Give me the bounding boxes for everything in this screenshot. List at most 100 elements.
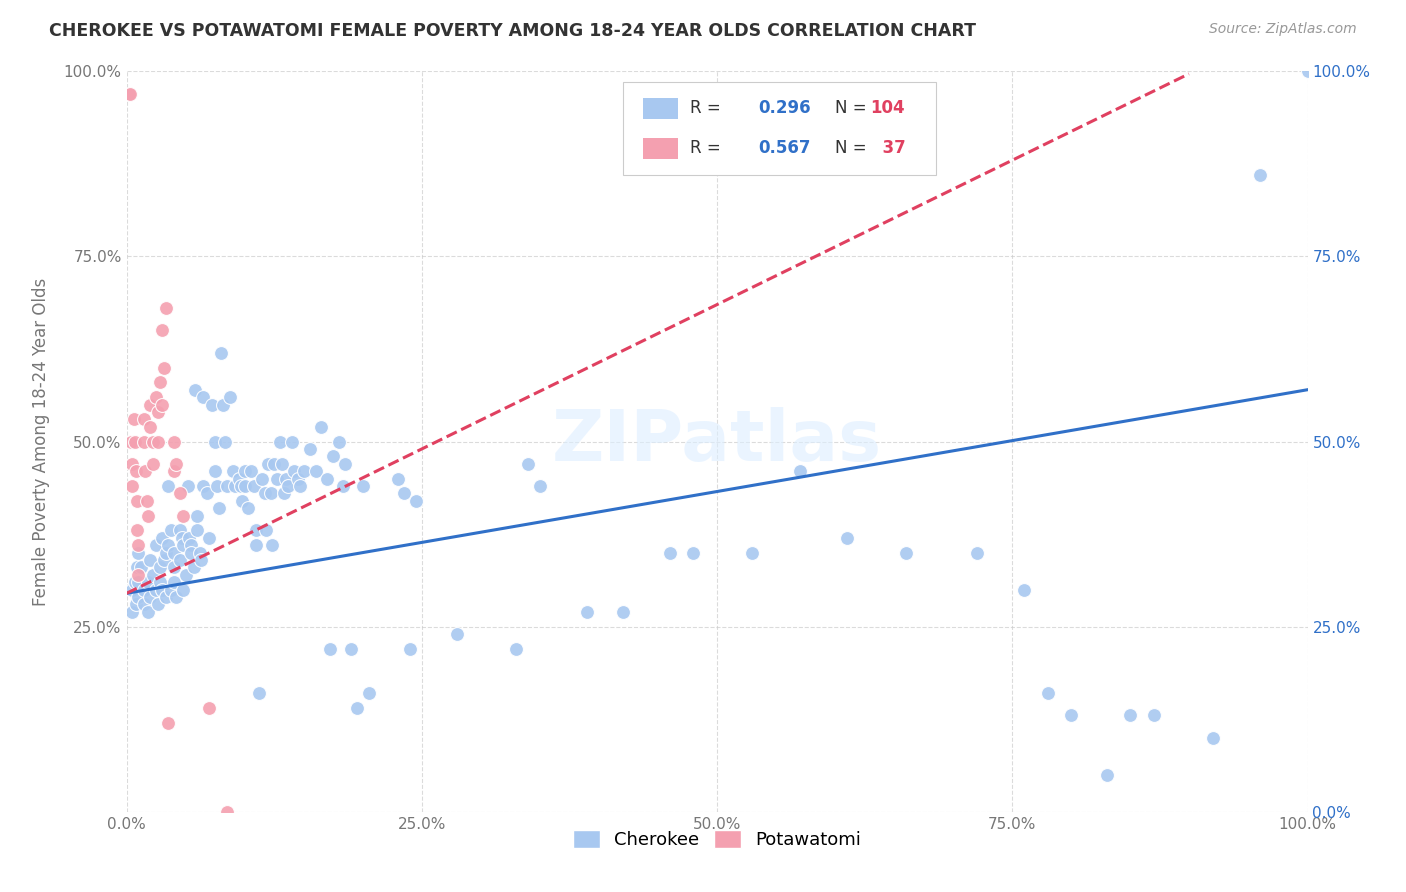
- Point: [281, 434, 304, 449]
- Point: [198, 701, 221, 715]
- Point: [141, 567, 163, 582]
- Point: [172, 508, 194, 523]
- Point: [208, 501, 231, 516]
- Text: Source: ZipAtlas.com: Source: ZipAtlas.com: [1209, 22, 1357, 37]
- Point: [129, 560, 152, 574]
- Text: N =: N =: [835, 99, 866, 117]
- Point: [1296, 64, 1319, 78]
- Point: [576, 605, 599, 619]
- Point: [179, 531, 201, 545]
- Point: [352, 479, 374, 493]
- Point: [288, 479, 311, 493]
- Point: [214, 434, 236, 449]
- Point: [163, 434, 186, 449]
- Point: [155, 301, 177, 316]
- Point: [180, 538, 202, 552]
- Text: R =: R =: [690, 99, 725, 117]
- Point: [193, 479, 215, 493]
- Point: [141, 457, 163, 471]
- Point: [215, 479, 238, 493]
- Y-axis label: Female Poverty Among 18-24 Year Olds: Female Poverty Among 18-24 Year Olds: [32, 277, 49, 606]
- Point: [346, 701, 368, 715]
- Point: [127, 493, 149, 508]
- Point: [150, 582, 173, 597]
- Point: [169, 553, 191, 567]
- Point: [127, 567, 149, 582]
- Point: [357, 686, 380, 700]
- Point: [1202, 731, 1225, 745]
- Point: [149, 575, 172, 590]
- Point: [150, 324, 173, 338]
- Point: [446, 627, 468, 641]
- Point: [233, 464, 256, 478]
- Point: [163, 575, 186, 590]
- FancyBboxPatch shape: [623, 82, 935, 175]
- Point: [231, 493, 253, 508]
- Point: [136, 575, 159, 590]
- Point: [134, 412, 156, 426]
- Point: [212, 398, 235, 412]
- Point: [148, 598, 170, 612]
- Point: [134, 598, 156, 612]
- Point: [136, 605, 159, 619]
- Text: R =: R =: [690, 139, 725, 157]
- Point: [253, 486, 276, 500]
- Point: [136, 508, 159, 523]
- Point: [274, 471, 297, 485]
- Point: [263, 457, 285, 471]
- Point: [134, 464, 156, 478]
- Point: [271, 457, 294, 471]
- Point: [139, 590, 162, 604]
- Point: [229, 479, 252, 493]
- Point: [239, 464, 262, 478]
- Point: [529, 479, 551, 493]
- Point: [148, 405, 170, 419]
- Point: [224, 479, 246, 493]
- Point: [283, 464, 305, 478]
- Point: [183, 560, 205, 574]
- Point: [254, 524, 277, 538]
- Point: [184, 383, 207, 397]
- Point: [316, 471, 339, 485]
- Point: [517, 457, 540, 471]
- Point: [121, 479, 143, 493]
- Point: [245, 524, 267, 538]
- Point: [966, 546, 988, 560]
- Text: 0.296: 0.296: [758, 99, 811, 117]
- FancyBboxPatch shape: [643, 137, 678, 159]
- Point: [163, 464, 186, 478]
- Point: [163, 546, 186, 560]
- Legend: Cherokee, Potawatomi: Cherokee, Potawatomi: [564, 821, 870, 858]
- Point: [243, 479, 266, 493]
- Point: [172, 538, 194, 552]
- Text: 104: 104: [870, 99, 905, 117]
- Point: [405, 493, 427, 508]
- Point: [399, 641, 422, 656]
- Point: [298, 442, 321, 456]
- Point: [127, 524, 149, 538]
- Point: [163, 560, 186, 574]
- Point: [172, 582, 194, 597]
- Point: [124, 575, 146, 590]
- Text: 0.567: 0.567: [758, 139, 811, 157]
- Point: [392, 486, 415, 500]
- Point: [149, 560, 172, 574]
- Point: [165, 590, 187, 604]
- Point: [148, 434, 170, 449]
- Point: [139, 419, 162, 434]
- Point: [150, 398, 173, 412]
- Point: [228, 471, 250, 485]
- Point: [835, 531, 858, 545]
- Point: [190, 553, 212, 567]
- Point: [260, 538, 283, 552]
- Point: [121, 582, 143, 597]
- Point: [155, 546, 177, 560]
- Text: ZIPatlas: ZIPatlas: [553, 407, 882, 476]
- Point: [120, 87, 142, 101]
- Point: [188, 546, 211, 560]
- Point: [198, 531, 221, 545]
- Point: [292, 464, 315, 478]
- Point: [135, 493, 157, 508]
- Point: [195, 486, 218, 500]
- Point: [252, 471, 274, 485]
